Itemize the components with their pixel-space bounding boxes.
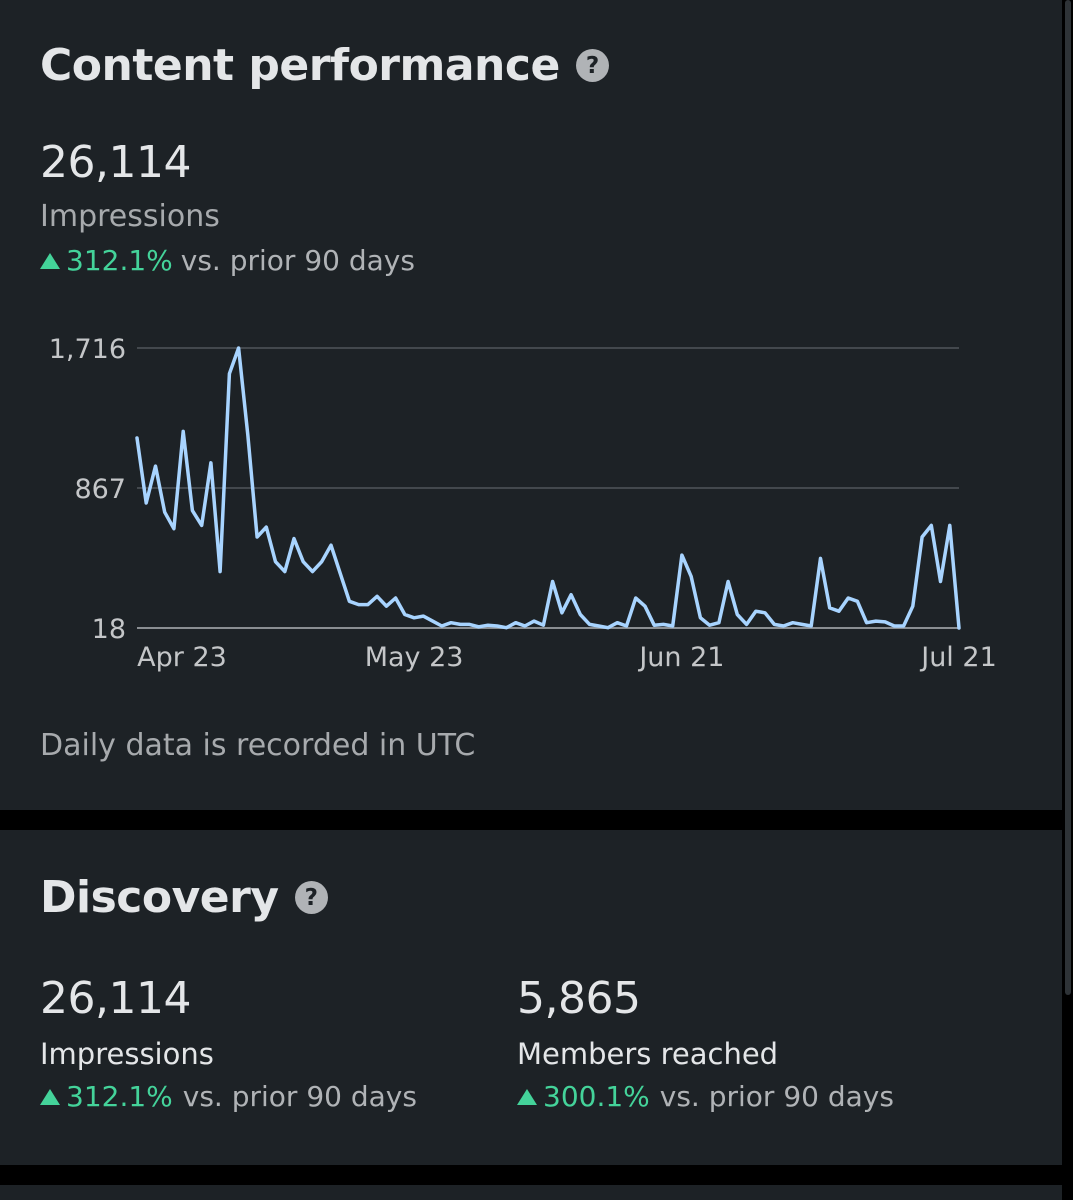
x-tick-label: Jun 21 xyxy=(637,642,724,673)
content-performance-card: Content performance ? 26,114 Impressions… xyxy=(0,0,1062,810)
impressions-value: 26,114 xyxy=(40,137,191,188)
members-reached-change: 300.1% vs. prior 90 days xyxy=(517,1080,894,1113)
content-performance-title: Content performance ? xyxy=(40,40,609,91)
members-reached-change-text: vs. prior 90 days xyxy=(659,1080,894,1113)
question-circle-icon[interactable]: ? xyxy=(294,881,328,914)
y-tick-label: 867 xyxy=(74,474,126,505)
utc-footnote: Daily data is recorded in UTC xyxy=(40,728,476,763)
impressions-series-line xyxy=(135,346,961,630)
trend-up-icon xyxy=(40,1088,60,1105)
impressions-line-chart[interactable]: 1,716 867 18 Apr 23 May 23 Jun 21 Jul 21 xyxy=(0,320,1062,680)
y-tick-label: 18 xyxy=(92,614,126,645)
y-tick-label: 1,716 xyxy=(49,334,126,365)
trend-up-icon xyxy=(40,252,60,269)
impressions-change-text: vs. prior 90 days xyxy=(180,244,415,277)
discovery-impressions-change-text: vs. prior 90 days xyxy=(182,1080,417,1113)
impressions-change: 312.1% vs. prior 90 days xyxy=(40,244,415,277)
impressions-change-percent: 312.1% xyxy=(66,244,173,277)
next-card-edge xyxy=(0,1185,1062,1200)
members-reached-label: Members reached xyxy=(517,1037,779,1071)
discovery-card: Discovery ? 26,114 Impressions 312.1% vs… xyxy=(0,830,1062,1165)
impressions-label: Impressions xyxy=(40,199,220,234)
discovery-title-text: Discovery xyxy=(40,872,279,923)
x-tick-label: Apr 23 xyxy=(137,642,227,673)
members-reached-value: 5,865 xyxy=(517,973,641,1024)
discovery-impressions-label: Impressions xyxy=(40,1037,214,1071)
scrollbar[interactable] xyxy=(1065,0,1071,995)
content-performance-title-text: Content performance xyxy=(40,40,560,91)
discovery-impressions-change: 312.1% vs. prior 90 days xyxy=(40,1080,417,1113)
members-reached-change-percent: 300.1% xyxy=(543,1080,650,1113)
trend-up-icon xyxy=(517,1088,537,1105)
discovery-impressions-value: 26,114 xyxy=(40,973,191,1024)
x-tick-label: Jul 21 xyxy=(919,642,997,673)
x-tick-label: May 23 xyxy=(365,642,464,673)
discovery-impressions-change-percent: 312.1% xyxy=(66,1080,173,1113)
discovery-title: Discovery ? xyxy=(40,872,328,923)
question-circle-icon[interactable]: ? xyxy=(575,49,609,82)
